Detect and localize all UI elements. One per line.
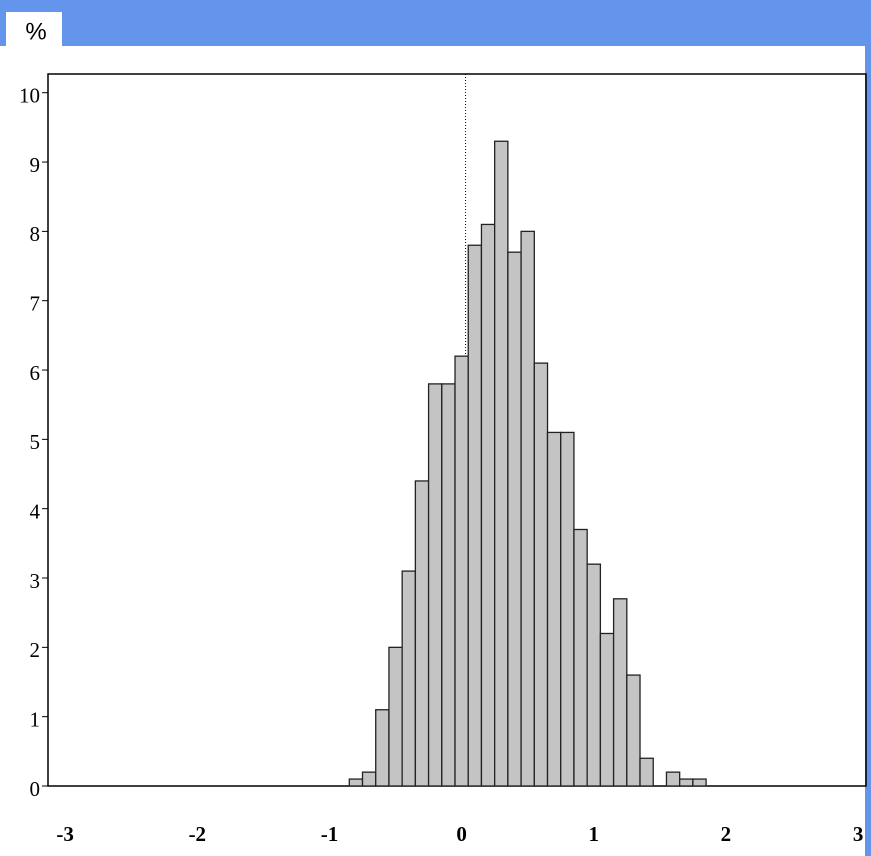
histogram-bar [599,632,615,787]
histogram-bar [679,778,694,787]
histogram-bar [586,563,602,787]
histogram-bar [454,355,469,787]
histogram-bar [480,223,496,787]
y-axis-label: % [25,18,46,45]
y-tick-label: 5 [30,430,41,454]
y-tick-label: 10 [19,84,40,108]
x-tick-label: 0 [456,822,467,846]
histogram-bar [520,230,535,787]
histogram-bar [361,771,377,787]
y-tick-label: 8 [30,222,41,246]
histogram-bar [665,771,681,787]
histogram-bar [560,431,575,787]
histogram-bar [692,778,707,787]
x-tick-label: -3 [56,822,74,846]
x-tick-label: 1 [589,822,600,846]
histogram-bar [375,709,390,787]
y-tick-label: 0 [30,777,41,801]
histogram-bar [533,362,549,787]
histogram-bar [388,646,403,787]
x-tick-label: 3 [853,822,864,846]
histogram-bar [626,674,641,787]
x-tick-label: -1 [321,822,339,846]
x-tick-label: -2 [189,822,207,846]
y-tick-label: 4 [30,499,41,523]
unit-tab [6,12,62,46]
histogram-bar [401,570,417,787]
y-tick-label: 7 [30,292,41,316]
y-tick-label: 3 [30,569,41,593]
histogram-bar [414,480,430,787]
histogram-bar [427,383,443,787]
histogram-bar [612,598,628,787]
y-tick-label: 6 [30,361,41,385]
histogram-bar [441,383,456,787]
y-tick-label: 1 [30,707,41,731]
histogram-bar [467,244,483,787]
side-band [865,46,871,856]
histogram-bar [494,140,509,787]
histogram-bar [639,757,654,787]
x-tick-label: 2 [721,822,732,846]
histogram-bar [507,251,522,787]
histogram-bar [348,778,364,787]
histogram-bar [573,528,588,787]
header-band [0,0,871,46]
y-tick-label: 2 [30,638,41,662]
y-tick-label: 9 [30,153,41,177]
histogram-bar [546,431,562,787]
